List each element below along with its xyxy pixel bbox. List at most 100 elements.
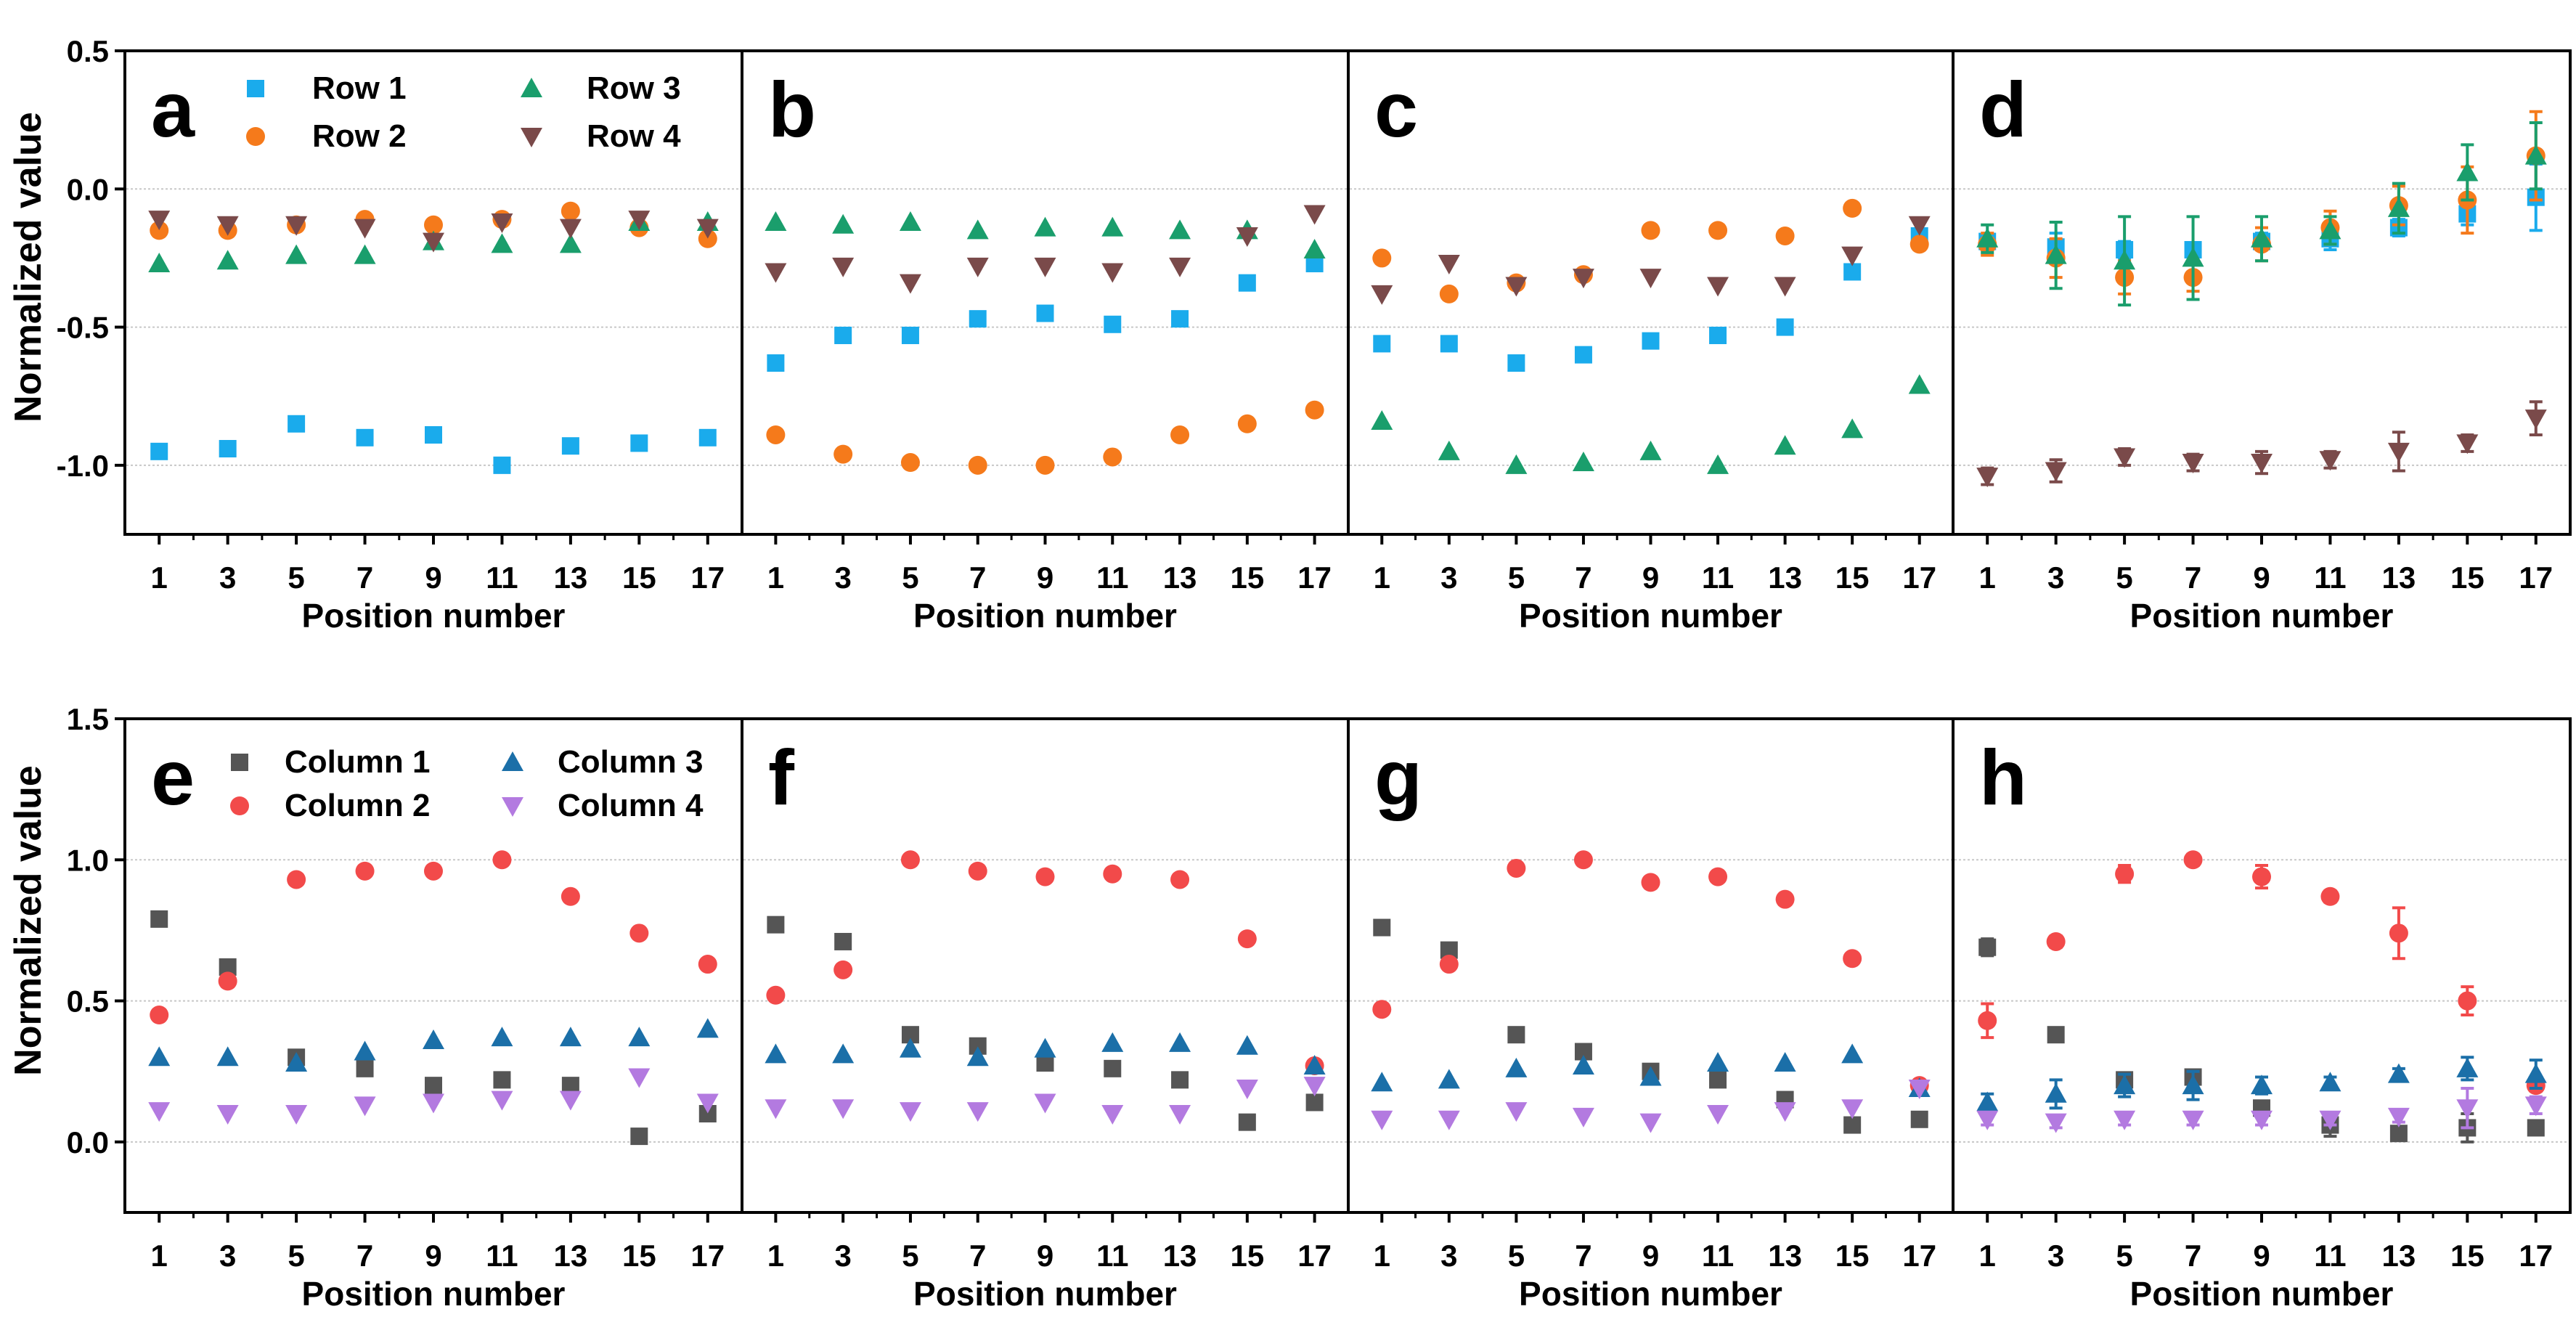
data-point (1572, 1107, 1594, 1128)
data-point (1841, 246, 1864, 266)
x-tick-label: 17 (690, 560, 725, 595)
data-point (1641, 221, 1660, 240)
data-point (1709, 1071, 1727, 1089)
x-tick-label: 17 (1902, 1239, 1936, 1273)
x-tick-label: 3 (834, 560, 851, 595)
data-point (1170, 870, 1190, 889)
data-point (1238, 1113, 1256, 1131)
data-point (1572, 452, 1594, 472)
data-point (1843, 1116, 1862, 1134)
x-tick-label: 9 (2253, 560, 2270, 595)
data-point (2045, 1082, 2067, 1103)
series-column-4 (148, 1068, 719, 1125)
x-tick-label: 1 (1374, 560, 1390, 595)
data-point (1976, 468, 1999, 488)
series-row-4 (765, 205, 1326, 294)
x-tick-label: 17 (2519, 1239, 2553, 1273)
data-point (1639, 440, 1662, 460)
data-point (1169, 1032, 1191, 1052)
data-point (1841, 1099, 1864, 1120)
x-tick-label: 5 (902, 560, 918, 595)
data-point (561, 201, 580, 221)
data-point (2319, 451, 2341, 471)
data-point (1303, 1054, 1326, 1075)
data-point (559, 1090, 582, 1111)
data-point (2389, 923, 2408, 943)
data-point (2045, 244, 2067, 264)
data-point (2387, 197, 2410, 217)
data-point (1707, 454, 1729, 474)
data-point (2319, 219, 2341, 240)
x-tick-label: 3 (1440, 1239, 1457, 1273)
series-row-2 (766, 400, 1324, 475)
data-point (765, 1043, 787, 1064)
data-point (2045, 1113, 2067, 1133)
data-point (966, 257, 989, 277)
data-point (832, 1043, 855, 1064)
data-point (150, 910, 168, 928)
data-point (834, 932, 852, 950)
data-point (423, 1093, 444, 1114)
x-axis-label: Position number (913, 1275, 1177, 1313)
data-point (1236, 1035, 1258, 1055)
data-point (1440, 335, 1458, 353)
y-tick-label: 0.0 (67, 172, 109, 206)
data-point (833, 960, 853, 979)
data-point (285, 1105, 308, 1125)
x-tick-label: 15 (1835, 1239, 1870, 1273)
y-tick-label: 0.0 (67, 1125, 109, 1159)
x-tick-label: 11 (486, 560, 518, 595)
data-point (1841, 1043, 1864, 1064)
data-point (1303, 205, 1326, 225)
data-point (899, 211, 921, 231)
data-point (561, 437, 579, 455)
series-column-1 (767, 916, 1324, 1131)
data-point (1908, 216, 1931, 236)
data-point (832, 213, 855, 234)
x-tick-label: 3 (2047, 1239, 2064, 1273)
legend-label: Row 3 (587, 70, 681, 106)
data-point (355, 861, 375, 881)
data-point (493, 1071, 511, 1089)
data-point (628, 1068, 651, 1088)
y-tick-label: -0.5 (57, 311, 109, 345)
x-tick-label: 11 (1096, 1239, 1128, 1273)
data-point (219, 440, 237, 458)
x-tick-label: 17 (690, 1239, 725, 1273)
y-tick-label: 0.5 (67, 984, 109, 1019)
data-point (1372, 248, 1392, 268)
data-point (1708, 867, 1728, 886)
data-point (150, 442, 168, 460)
x-axis-label: Position number (1519, 597, 1782, 635)
x-tick-label: 5 (288, 560, 304, 595)
data-point (696, 219, 719, 239)
data-point (1709, 326, 1727, 344)
x-axis-label: Position number (302, 597, 566, 635)
legend-marker (502, 797, 523, 817)
x-tick-label: 7 (2185, 560, 2201, 595)
data-point (1507, 858, 1526, 878)
data-point (2389, 1125, 2408, 1143)
data-point (1507, 354, 1525, 372)
data-point (2045, 462, 2067, 482)
data-point (354, 219, 376, 239)
data-point (2456, 1057, 2479, 1077)
data-point (1305, 1093, 1324, 1112)
data-point (1101, 216, 1124, 237)
data-point (2456, 434, 2479, 454)
data-point (899, 1102, 921, 1122)
data-point (1373, 335, 1391, 353)
data-point (832, 1099, 855, 1120)
data-point (899, 274, 921, 294)
x-tick-label: 15 (2450, 560, 2485, 595)
x-tick-label: 7 (356, 1239, 373, 1273)
data-point (1976, 227, 1999, 248)
x-tick-label: 11 (2314, 560, 2346, 595)
data-point (1908, 374, 1931, 394)
data-point (559, 219, 582, 239)
legend: Column 1 Column 2 Column 3 Column 4 (230, 744, 704, 823)
